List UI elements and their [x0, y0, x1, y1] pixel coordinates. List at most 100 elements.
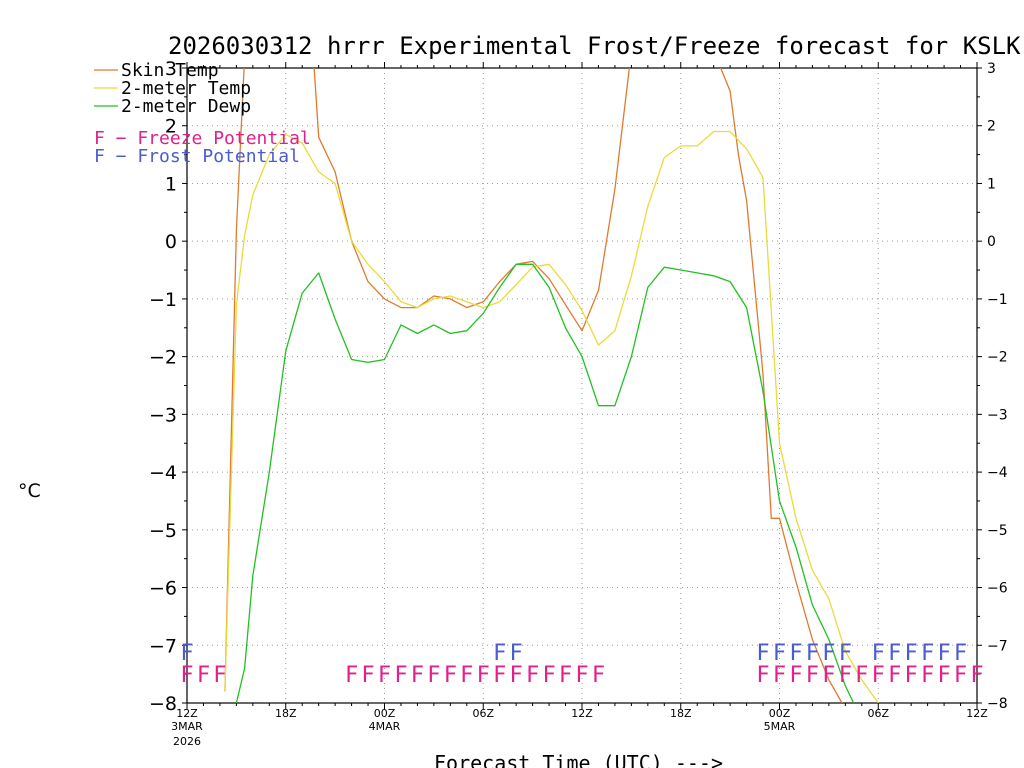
legend-label: 2-meter Temp — [121, 78, 251, 99]
freeze-marker: F — [477, 663, 490, 688]
y-tick-label-right: −6 — [987, 581, 1008, 597]
frost-marker: F — [954, 641, 967, 666]
y-tick-label-right: 3 — [987, 61, 996, 77]
freeze-marker: F — [197, 663, 210, 688]
freeze-marker: F — [378, 663, 391, 688]
freeze-marker: F — [559, 663, 572, 688]
freeze-marker: F — [937, 663, 950, 688]
x-axis-label: Forecast Time (UTC) ---> — [434, 751, 723, 768]
y-tick-label-left: −5 — [149, 520, 177, 542]
frost-marker: F — [493, 641, 506, 666]
y-tick-label-left: 1 — [165, 173, 177, 195]
x-tick-label: 12Z — [966, 707, 988, 720]
x-date-label: 5MAR — [764, 720, 796, 733]
freeze-marker: F — [510, 663, 523, 688]
freeze-marker: F — [427, 663, 440, 688]
freeze-marker: F — [872, 663, 885, 688]
frost-freeze-markers: F F F F F F F F F F F F F F F F F F F F F F F F F F F F F F F F FF F F F F F F… — [180, 641, 983, 688]
y-tick-label-right: −2 — [987, 350, 1008, 366]
y-tick-label-left: −1 — [149, 289, 177, 311]
freeze-marker: F — [345, 663, 358, 688]
freeze-marker: F — [180, 663, 193, 688]
freeze-marker: F — [575, 663, 588, 688]
legend-label: Skin Temp — [121, 60, 219, 81]
x-tick-label: 18Z — [275, 707, 297, 720]
frost-marker: F — [921, 641, 934, 666]
y-tick-label-left: −8 — [149, 693, 177, 715]
freeze-marker: F — [789, 663, 802, 688]
x-tick-label: 12Z — [176, 707, 198, 720]
freeze-marker: F — [444, 663, 457, 688]
series-line-skin-temp — [224, 68, 843, 703]
freeze-marker: F — [905, 663, 918, 688]
freeze-marker: F — [213, 663, 226, 688]
legend-frost-potential: F − Frost Potential — [94, 146, 300, 167]
freeze-marker: F — [394, 663, 407, 688]
freeze-marker: F — [592, 663, 605, 688]
y-tick-label-left: −2 — [149, 347, 177, 369]
freeze-marker: F — [822, 663, 835, 688]
series-lines — [224, 68, 879, 703]
frost-marker: F — [510, 641, 523, 666]
freeze-marker: F — [921, 663, 934, 688]
frost-marker: F — [773, 641, 786, 666]
freeze-marker: F — [542, 663, 555, 688]
y-tick-label-right: 2 — [987, 119, 996, 135]
y-tick-label-left: 3 — [165, 58, 177, 80]
y-axis-label: °C — [18, 480, 41, 502]
y-tick-label-right: 0 — [987, 234, 996, 250]
y-tick-label-right: −7 — [987, 638, 1008, 654]
freeze-marker: F — [361, 663, 374, 688]
x-tick-label: 06Z — [472, 707, 494, 720]
y-tick-label-left: −6 — [149, 578, 177, 600]
y-tick-label-left: −4 — [149, 462, 177, 484]
x-date-label: 4MAR — [369, 720, 401, 733]
frost-marker: F — [839, 641, 852, 666]
axis-ticks: −8 −8 −7 −7 −6 −6 −5 −5 −4 −4 −3 −3 −2 −2 −1 −1 0 0 1 1 2 2 3 3… — [149, 58, 1008, 748]
legend-freeze-potential: F − Freeze Potential — [94, 128, 311, 149]
freeze-marker: F — [526, 663, 539, 688]
x-year-label: 2026 — [173, 735, 201, 748]
grid-lines — [187, 68, 977, 703]
y-tick-label-right: −4 — [987, 465, 1008, 481]
frost-marker: F — [888, 641, 901, 666]
frost-marker: F — [806, 641, 819, 666]
series-line-2-meter-dewp — [235, 263, 855, 703]
frost-marker: F — [756, 641, 769, 666]
frost-marker: F — [905, 641, 918, 666]
y-tick-label-left: −7 — [149, 635, 177, 657]
freeze-marker: F — [460, 663, 473, 688]
y-tick-label-right: −3 — [987, 407, 1008, 423]
freeze-marker: F — [970, 663, 983, 688]
x-tick-label: 12Z — [571, 707, 593, 720]
freeze-marker: F — [806, 663, 819, 688]
y-tick-label-right: 1 — [987, 176, 996, 192]
freeze-marker: F — [954, 663, 967, 688]
x-date-label: 3MAR — [171, 720, 203, 733]
y-tick-label-left: −3 — [149, 404, 177, 426]
x-tick-label: 18Z — [670, 707, 692, 720]
y-tick-label-right: −1 — [987, 292, 1008, 308]
frost-marker: F — [937, 641, 950, 666]
freeze-marker: F — [493, 663, 506, 688]
frost-marker: F — [822, 641, 835, 666]
freeze-marker: F — [855, 663, 868, 688]
freeze-marker: F — [839, 663, 852, 688]
freeze-marker: F — [773, 663, 786, 688]
frost-marker: F — [180, 641, 193, 666]
legend-label: 2-meter Dewp — [121, 96, 251, 117]
x-tick-label: 00Z — [769, 707, 791, 720]
y-tick-label-left: 2 — [165, 116, 177, 138]
y-tick-label-right: −5 — [987, 523, 1008, 539]
freeze-marker: F — [411, 663, 424, 688]
frost-marker: F — [789, 641, 802, 666]
x-tick-label: 00Z — [374, 707, 396, 720]
x-tick-label: 06Z — [867, 707, 889, 720]
series-line-2-meter-temp — [224, 130, 879, 703]
y-tick-label-right: −8 — [987, 696, 1008, 712]
chart-title: 2026030312 hrrr Experimental Frost/Freez… — [168, 32, 1021, 60]
y-tick-label-left: 0 — [165, 231, 177, 253]
freeze-marker: F — [888, 663, 901, 688]
